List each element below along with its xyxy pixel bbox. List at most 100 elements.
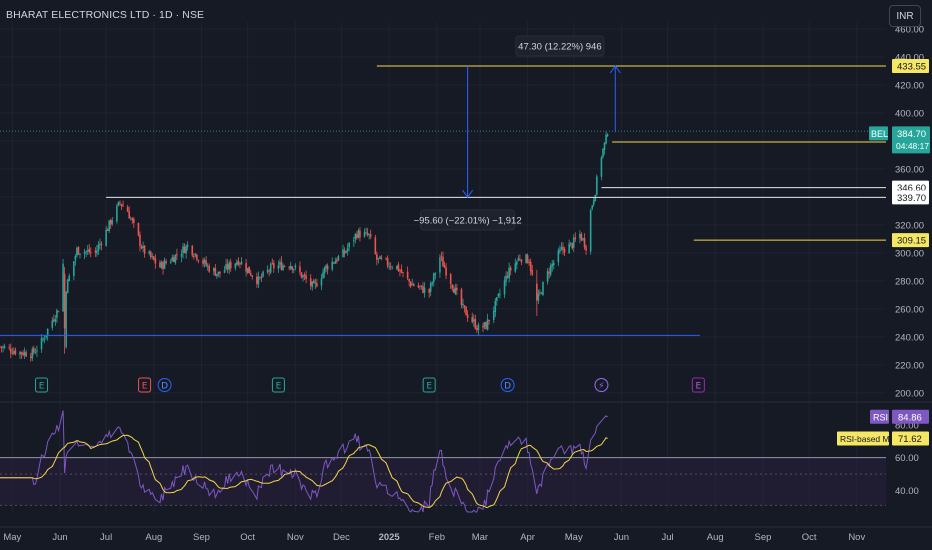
time-axis-label: Jul (661, 532, 673, 543)
candle-body (109, 219, 112, 225)
candle-body (149, 251, 152, 258)
dividend-marker[interactable] (157, 378, 172, 392)
candle-body (485, 321, 487, 330)
candle-body (334, 260, 337, 264)
candle-body (509, 267, 512, 271)
grid (0, 22, 886, 512)
candle-body (279, 262, 281, 265)
candle-body (560, 247, 563, 250)
dividend-marker-glyph: D (504, 382, 511, 392)
price-axis-tick: 400.00 (895, 108, 924, 119)
candle-body (463, 305, 466, 308)
price-axis: 460.00440.00420.00400.00380.00360.00340.… (837, 24, 930, 497)
candle-body (86, 250, 89, 252)
earnings-upcoming-marker[interactable] (691, 377, 705, 393)
candle-body (540, 292, 543, 294)
candle-body (389, 266, 392, 268)
level-433-label: 433.55 (897, 62, 926, 73)
measure-down-label-box (420, 209, 516, 231)
lightning-marker-glyph: ⚡ (598, 382, 604, 392)
candle-body (283, 266, 286, 268)
candle-body (239, 263, 241, 265)
level-339-label-box (892, 190, 929, 205)
candle-body (62, 263, 64, 312)
candle-body (537, 293, 540, 301)
candle-body (236, 262, 238, 265)
candle-body (106, 229, 109, 231)
candle-body (302, 275, 304, 278)
candle-body (25, 352, 27, 357)
level-433-label-box (892, 59, 929, 74)
candle-body (592, 200, 595, 205)
candle-body (494, 300, 497, 312)
currency-button[interactable]: INR (889, 5, 921, 27)
symbol-title: BHARAT ELECTRONICS LTD · 1D · NSE (6, 9, 205, 21)
rsi-tag: RSI (873, 412, 888, 422)
time-axis-label: 2025 (379, 532, 401, 543)
candle-body (42, 338, 44, 340)
candle-body (303, 274, 306, 277)
earnings-negative-marker[interactable] (138, 377, 152, 393)
candle-body (503, 280, 506, 295)
candle-body (246, 268, 249, 273)
candle-body (108, 220, 111, 231)
price-axis-tick: 280.00 (895, 276, 924, 287)
candle-body (332, 262, 335, 264)
earnings-marker-glyph: E (426, 382, 432, 392)
price-axis-tick: 440.00 (895, 52, 924, 63)
candle-body (191, 245, 194, 256)
candle-body (449, 274, 452, 284)
candle-body (185, 245, 187, 254)
candle-body (133, 219, 135, 223)
candle-body (216, 273, 218, 277)
candle-body (20, 352, 23, 354)
candle-body (14, 349, 17, 355)
candle-body (482, 325, 484, 328)
candle-body (96, 250, 98, 254)
candle-body (174, 254, 177, 264)
candle-body (580, 233, 583, 241)
rsi-axis-tick: 60.00 (895, 453, 919, 464)
lightning-marker[interactable] (594, 378, 609, 392)
candles (0, 131, 609, 362)
candle-body (569, 242, 572, 244)
candle-body (148, 251, 151, 254)
candle-body (496, 297, 498, 301)
candle-body (143, 245, 146, 254)
rsi-tag-box (870, 409, 889, 424)
price-axis-tick: 220.00 (895, 360, 924, 371)
candle-body (348, 242, 350, 248)
candle-body (142, 245, 144, 249)
time-axis-label: Oct (802, 532, 817, 543)
candle-body (53, 319, 55, 321)
measure-arrow-head (462, 190, 474, 199)
rsi-value-box (892, 409, 929, 424)
candle-body (517, 258, 520, 261)
earnings-marker[interactable] (35, 377, 49, 393)
earnings-marker[interactable] (271, 377, 285, 393)
time-axis-label: Sep (754, 532, 771, 543)
earnings-marker-glyph: E (39, 382, 45, 392)
candle-body (165, 261, 167, 263)
earnings-marker[interactable] (422, 377, 436, 393)
level-339-label: 339.70 (897, 193, 926, 204)
candle-body (240, 261, 243, 265)
candle-body (431, 282, 434, 285)
candle-body (105, 229, 107, 246)
candle-body (386, 258, 389, 266)
current-price-box (892, 126, 930, 154)
level-309-label: 309.15 (897, 236, 926, 247)
candle-body (126, 207, 129, 212)
candle-body (397, 264, 400, 271)
candle-body (411, 284, 414, 286)
candle-body (579, 234, 581, 238)
dividend-marker[interactable] (500, 378, 515, 392)
candle-body (117, 201, 120, 206)
candle-body (43, 338, 46, 340)
candle-body (412, 284, 415, 286)
candle-body (363, 232, 366, 237)
rsi-ma-tag: RSI-based MA (840, 434, 896, 444)
candle-body (322, 272, 324, 279)
time-axis-label: Apr (520, 532, 535, 543)
